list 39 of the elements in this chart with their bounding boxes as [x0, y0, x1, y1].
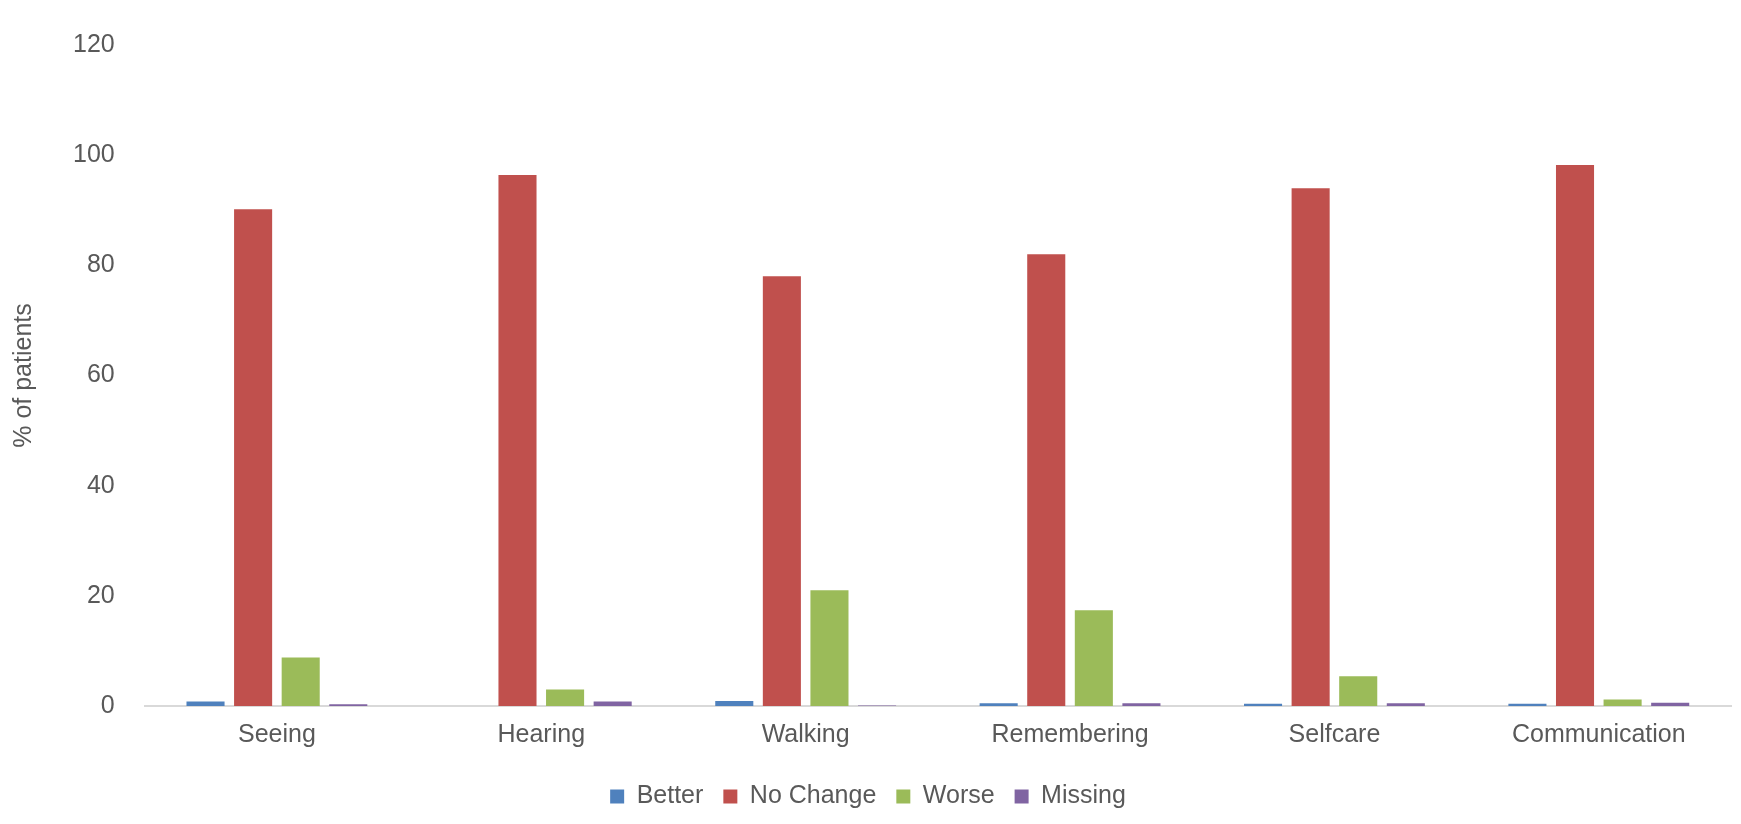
- bar: [186, 701, 225, 706]
- bar: [762, 276, 801, 706]
- bar: [593, 701, 632, 706]
- y-tick-label: 0: [100, 689, 115, 718]
- legend-label: No Change: [749, 780, 877, 809]
- bar: [1555, 165, 1595, 706]
- y-axis-title: % of patients: [7, 303, 36, 448]
- bar: [1074, 610, 1113, 706]
- bar: [715, 701, 754, 706]
- bar: [498, 175, 537, 706]
- y-tick-label: 100: [72, 139, 115, 168]
- bar: [1122, 703, 1161, 706]
- y-tick-label: 40: [86, 469, 115, 498]
- y-tick-label: 20: [86, 579, 115, 608]
- x-tick-label: Selfcare: [1288, 718, 1381, 747]
- bar: [810, 590, 849, 706]
- legend-label: Better: [636, 780, 704, 809]
- legend-label: Worse: [922, 780, 995, 809]
- bar: [1651, 702, 1690, 706]
- bar: [1386, 703, 1425, 706]
- y-tick-label: 80: [86, 249, 115, 278]
- x-tick-label: Hearing: [497, 718, 586, 747]
- bar: [1339, 676, 1378, 706]
- x-tick-label: Remembering: [991, 718, 1149, 747]
- x-tick-label: Communication: [1511, 718, 1686, 747]
- bar: [1603, 699, 1642, 706]
- bar: [281, 657, 320, 706]
- x-tick-label: Seeing: [237, 718, 316, 747]
- bar: [1027, 254, 1066, 706]
- bar: [546, 689, 585, 706]
- bar: [1508, 703, 1547, 706]
- y-tick-label: 120: [72, 28, 115, 57]
- bar: [234, 209, 273, 706]
- bar: [1244, 703, 1283, 706]
- y-tick-label: 60: [86, 359, 115, 388]
- x-tick-label: Walking: [761, 718, 850, 747]
- bar: [979, 703, 1018, 706]
- bar: [1291, 188, 1330, 706]
- legend-label: Missing: [1041, 780, 1126, 809]
